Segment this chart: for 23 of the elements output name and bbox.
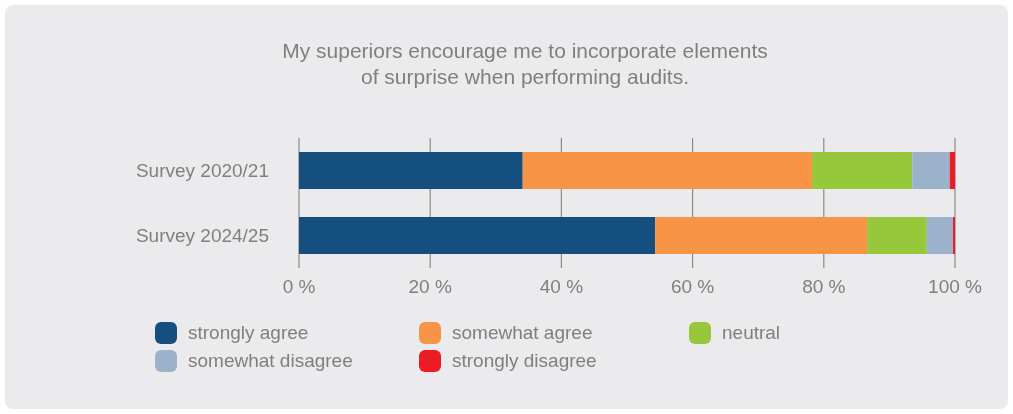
x-tick-label: 60 % <box>670 276 715 298</box>
bar <box>912 152 950 189</box>
legend-label: neutral <box>722 322 781 344</box>
bar <box>811 152 913 189</box>
bar <box>299 152 523 189</box>
legend-label: strongly disagree <box>452 350 597 372</box>
bar <box>522 152 812 189</box>
y-tick-label: Survey 2024/25 <box>135 225 269 247</box>
x-tick-label: 20 % <box>408 276 452 298</box>
x-tick-label: 80 % <box>802 276 846 298</box>
bar <box>867 217 927 254</box>
x-tick-label: 0 % <box>282 276 316 298</box>
x-tick-label: 100 % <box>928 276 983 298</box>
legend-label: somewhat agree <box>452 322 593 344</box>
bar <box>299 217 656 254</box>
bar <box>949 152 955 189</box>
x-tick-label: 40 % <box>539 276 584 298</box>
bar <box>655 217 868 254</box>
legend-label: strongly agree <box>188 322 309 344</box>
bar <box>926 217 954 254</box>
legend-label: somewhat disagree <box>188 350 353 372</box>
y-tick-label: Survey 2020/21 <box>135 160 269 182</box>
chart-title: My superiors encourage me to incorporate elements of surprise when performing audits. <box>281 38 769 90</box>
